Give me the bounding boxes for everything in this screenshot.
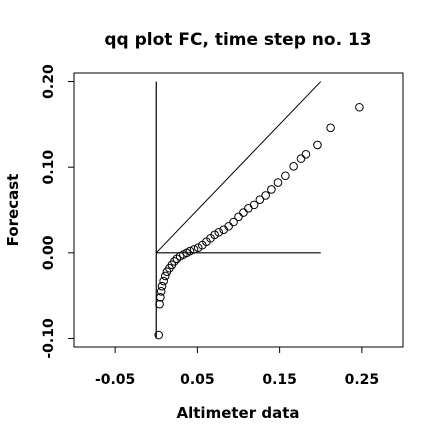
data-point [224,221,233,231]
data-point [239,208,248,217]
data-point [289,162,298,171]
x-tick-label: 0.05 [180,372,215,388]
data-point [156,287,166,296]
data-point [170,257,179,266]
data-point [281,171,290,181]
y-tick-label: 0.00 [41,235,57,270]
plot-frame [73,72,404,348]
y-tick-label: 0.20 [41,64,57,99]
y-tick-label: -0.10 [41,318,57,359]
data-point [155,299,164,309]
x-tick-label: -0.05 [95,372,135,388]
data-point [157,281,167,291]
data-point [156,293,165,302]
y-tick-label: 0.10 [41,150,57,185]
y-axis-title: Forecast [4,174,22,247]
data-point [160,271,170,281]
x-axis-title: Altimeter data [177,404,300,422]
data-point [313,140,322,150]
data-point [296,154,306,163]
data-point [154,330,164,340]
data-point [159,276,168,286]
data-point [301,150,311,159]
x-tick-label: 0.15 [262,372,297,388]
data-point [267,185,276,194]
data-point [255,195,265,205]
x-axis: -0.05 0.05 0.15 0.25 [95,347,379,388]
x-tick-label: 0.25 [345,372,380,388]
data-point [261,191,270,200]
chart-title: qq plot FC, time step no. 13 [104,30,371,50]
identity-reference-line [155,81,322,254]
data-point [244,203,253,213]
data-point [229,217,238,227]
data-point [185,246,195,256]
reference-lines [155,81,322,339]
data-point [189,245,199,254]
data-point [214,227,224,237]
data-points [154,102,364,340]
data-point [234,212,243,222]
data-point [249,200,259,210]
data-point [326,123,335,133]
data-point [273,178,283,187]
y-axis: -0.10 0.00 0.10 0.20 [41,64,74,359]
data-point [355,102,364,112]
